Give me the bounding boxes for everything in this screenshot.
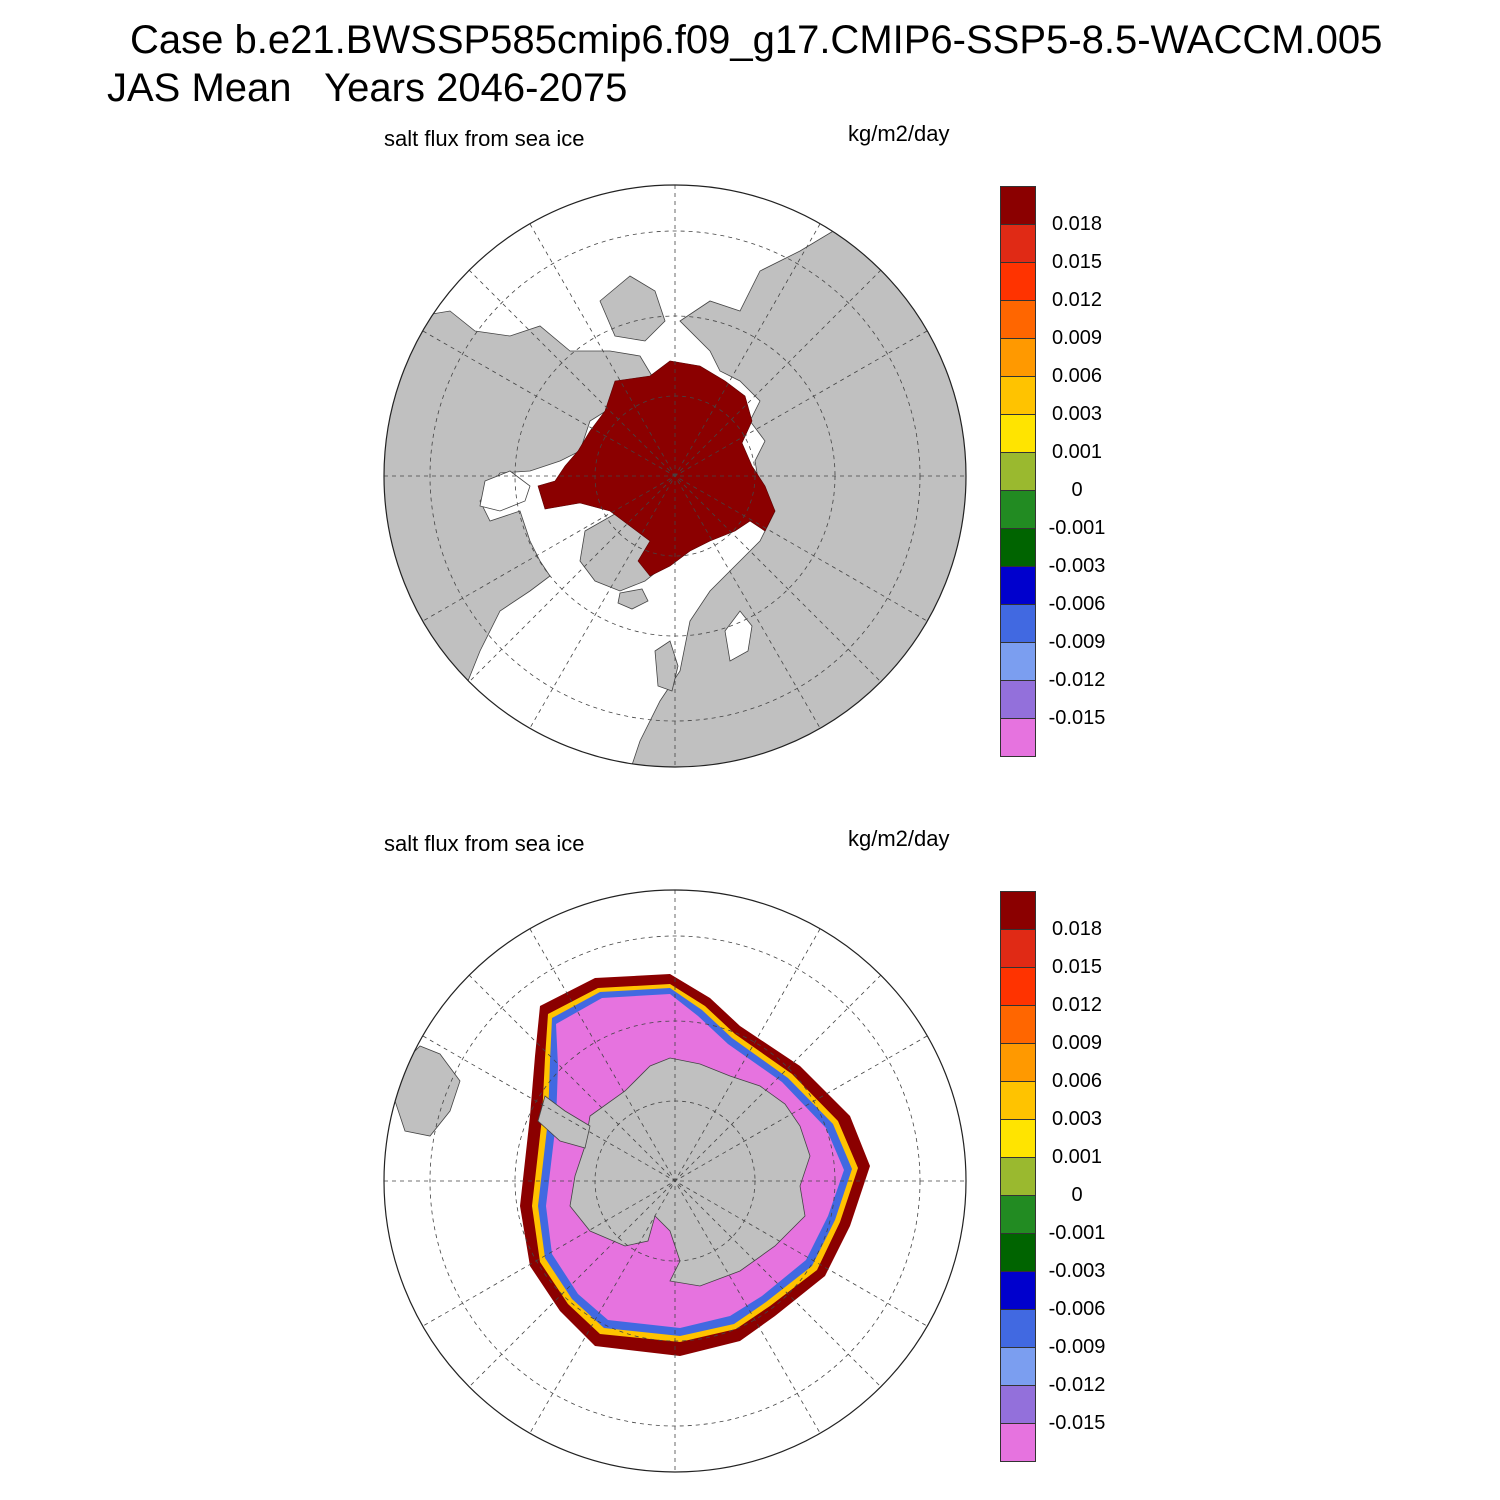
british-isles-landmass xyxy=(654,640,679,692)
colorbar-tick-label: -0.003 xyxy=(1048,555,1106,577)
colorbar-swatch xyxy=(1000,452,1036,491)
colorbar-swatch xyxy=(1000,891,1036,930)
colorbar-tick-label: 0.009 xyxy=(1051,327,1103,349)
colorbar-tick-label: -0.003 xyxy=(1048,1260,1106,1282)
baltic-sea xyxy=(724,610,753,662)
colorbar-tick-label: 0.018 xyxy=(1051,213,1103,235)
colorbar-swatch xyxy=(1000,680,1036,719)
colorbar-swatch xyxy=(1000,1157,1036,1196)
bottom-colorbar: 0.018 0.015 0.012 0.009 0.006 0.003 0.001 0 -0.0… xyxy=(1000,891,1105,1462)
colorbar-swatch xyxy=(1000,262,1036,301)
colorbar-tick-label: 0.015 xyxy=(1051,251,1103,273)
colorbar-swatch xyxy=(1000,300,1036,339)
top-units-label: kg/m2/day xyxy=(848,121,950,146)
colorbar-tick-label: -0.001 xyxy=(1048,517,1106,539)
colorbar-swatch xyxy=(1000,376,1036,415)
colorbar-tick-label: -0.006 xyxy=(1048,1298,1106,1320)
top-colorbar: 0.018 0.015 0.012 0.009 0.006 0.003 0.001 0 -0.0… xyxy=(1000,186,1105,757)
colorbar-swatch xyxy=(1000,1347,1036,1386)
eurasia-landmass xyxy=(629,220,966,767)
top-variable-label: salt flux from sea ice xyxy=(384,126,585,151)
north-graticule xyxy=(384,185,966,767)
colorbar-swatch xyxy=(1000,414,1036,453)
colorbar-tick-label: -0.015 xyxy=(1048,1412,1106,1434)
colorbar-swatch xyxy=(1000,490,1036,529)
north-polar-map xyxy=(383,184,967,768)
colorbar-swatch xyxy=(1000,528,1036,567)
colorbar-tick-label: -0.012 xyxy=(1048,669,1106,691)
colorbar-tick-label: 0.001 xyxy=(1051,441,1103,463)
colorbar-tick-label: -0.009 xyxy=(1048,1336,1106,1358)
colorbar-swatch xyxy=(1000,1005,1036,1044)
colorbar-tick-label: 0.012 xyxy=(1051,289,1103,311)
colorbar-swatch xyxy=(1000,1309,1036,1348)
arctic-salt-flux-region xyxy=(537,360,776,577)
colorbar-swatch xyxy=(1000,1271,1036,1310)
colorbar-swatch xyxy=(1000,566,1036,605)
colorbar-swatch xyxy=(1000,1081,1036,1120)
colorbar-swatch xyxy=(1000,1195,1036,1234)
case-title: Case b.e21.BWSSP585cmip6.f09_g17.CMIP6-S… xyxy=(130,18,1383,62)
colorbar-swatch xyxy=(1000,642,1036,681)
colorbar-tick-label: 0.003 xyxy=(1051,1108,1103,1130)
south-graticule xyxy=(384,890,966,1472)
bottom-units-label: kg/m2/day xyxy=(848,826,950,851)
antarctic-peninsula xyxy=(537,1095,591,1149)
south-america-landmass xyxy=(394,1045,461,1137)
colorbar-swatch xyxy=(1000,967,1036,1006)
colorbar-tick-label: 0.006 xyxy=(1051,365,1103,387)
colorbar-tick-label: -0.015 xyxy=(1048,707,1106,729)
colorbar-swatch xyxy=(1000,338,1036,377)
south-map-border xyxy=(383,889,967,1473)
colorbar-swatch xyxy=(1000,224,1036,263)
colorbar-tick-label: 0.009 xyxy=(1051,1032,1103,1054)
alaska-landmass xyxy=(599,275,666,342)
colorbar-swatch xyxy=(1000,186,1036,225)
colorbar-tick-label: 0.003 xyxy=(1051,403,1103,425)
colorbar-swatch xyxy=(1000,1233,1036,1272)
south-polar-map xyxy=(383,889,967,1473)
hudson-bay xyxy=(479,470,531,512)
bottom-variable-label: salt flux from sea ice xyxy=(384,831,585,856)
season-years-title: JAS Mean Years 2046-2075 xyxy=(107,66,628,110)
colorbar-tick-label: -0.009 xyxy=(1048,631,1106,653)
colorbar-swatch xyxy=(1000,1423,1036,1462)
colorbar-swatch xyxy=(1000,929,1036,968)
colorbar-tick-label: 0.015 xyxy=(1051,956,1103,978)
colorbar-tick-label: 0.012 xyxy=(1051,994,1103,1016)
colorbar-tick-label: -0.001 xyxy=(1048,1222,1106,1244)
colorbar-tick-label: 0.001 xyxy=(1051,1146,1103,1168)
colorbar-tick-label: 0.018 xyxy=(1051,918,1103,940)
colorbar-tick-label: -0.012 xyxy=(1048,1374,1106,1396)
colorbar-tick-label: 0 xyxy=(1071,479,1083,501)
colorbar-tick-label: 0 xyxy=(1071,1184,1083,1206)
colorbar-tick-label: 0.006 xyxy=(1051,1070,1103,1092)
iceland-landmass xyxy=(617,588,649,610)
colorbar-swatch xyxy=(1000,604,1036,643)
north-map-border xyxy=(383,184,967,768)
colorbar-tick-label: -0.006 xyxy=(1048,593,1106,615)
colorbar-swatch xyxy=(1000,1043,1036,1082)
colorbar-swatch xyxy=(1000,1385,1036,1424)
colorbar-swatch xyxy=(1000,718,1036,757)
colorbar-swatch xyxy=(1000,1119,1036,1158)
